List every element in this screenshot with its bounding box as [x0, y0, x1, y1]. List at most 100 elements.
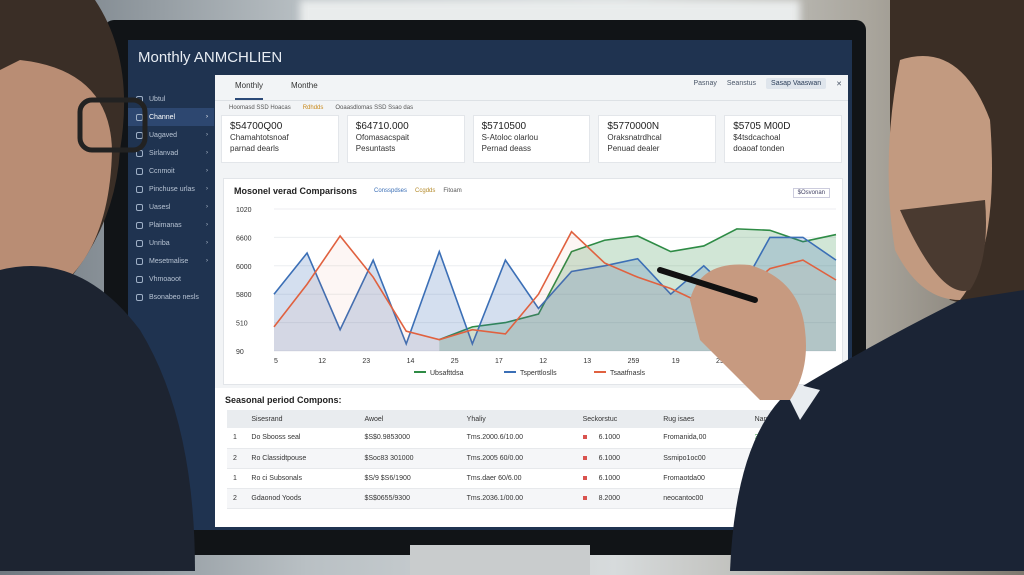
kpi-sub: Pernad deass: [481, 144, 531, 153]
status-dot: [582, 475, 587, 480]
chevron-icon: ›: [206, 204, 208, 210]
kpi-sub: Pesuntasts: [355, 144, 396, 153]
primary-button[interactable]: Sasap Vaaswan: [766, 78, 827, 89]
table-cell: Tms.2036.1/00.00: [460, 488, 577, 509]
kpi-card[interactable]: $5770000N Oraksnatrdhcal Penuad dealer: [598, 115, 717, 163]
column-header[interactable]: [227, 410, 246, 428]
tab-monthe[interactable]: Monthe: [291, 81, 318, 90]
y-tick-label: 5800: [236, 292, 252, 299]
close-icon[interactable]: ✕: [836, 80, 842, 88]
kpi-card[interactable]: $54700Q00 Chamahtotsnoaf parnad dearls: [221, 115, 339, 163]
kpi-label: $4tsdcachoal: [733, 133, 781, 142]
legend-label: Tsperttloslls: [520, 370, 557, 377]
sidebar-item[interactable]: Ccnmoit ›: [128, 162, 214, 180]
sidebar: Ubtul Channel › Uagaved › Sirlanvad › Ccnmoit › P…: [128, 90, 214, 306]
chevron-icon: ›: [206, 222, 208, 228]
x-tick-label: 19: [672, 358, 680, 365]
topbar-link[interactable]: Pasnay: [693, 80, 717, 87]
kpi-card[interactable]: $5705 M00D $4tsdcachoal doaoaf tonden: [724, 115, 842, 163]
menu-icon: [136, 221, 143, 229]
x-tick-label: 259: [628, 358, 640, 365]
table-cell: 6.1000: [576, 468, 658, 489]
chevron-icon: ›: [206, 132, 208, 138]
column-header[interactable]: Rug isaes: [657, 410, 749, 428]
sidebar-item-label: Sirlanvad: [149, 149, 179, 157]
menu-icon: [136, 293, 143, 301]
sidebar-item-label: Plaimanas: [149, 221, 182, 229]
column-header[interactable]: Sisesrand: [245, 410, 359, 428]
kpi-sub: Penuad dealer: [607, 144, 660, 153]
left-person: [0, 0, 195, 571]
y-tick-label: 510: [236, 321, 248, 328]
table-cell: Do Sbooss seal: [245, 428, 359, 449]
table-title: Seasonal period Compons:: [225, 395, 342, 405]
tab-monthly[interactable]: Monthly: [235, 81, 264, 100]
kpi-sub: doaoaf tonden: [733, 144, 785, 153]
sidebar-item[interactable]: Uasesl ›: [128, 198, 214, 216]
table-cell: neocantoc00: [657, 488, 749, 509]
column-header[interactable]: Awoel: [358, 410, 461, 428]
sidebar-item-label: Channel: [149, 113, 176, 121]
chevron-icon: ›: [206, 258, 208, 264]
sidebar-item[interactable]: Unriba ›: [128, 234, 214, 252]
sidebar-item-label: Ccnmoit: [149, 167, 175, 175]
topbar-link[interactable]: Seanstus: [726, 80, 757, 87]
chevron-icon: ›: [206, 168, 208, 174]
table-cell: Fromaotda00: [657, 468, 749, 489]
chart-title: Mosonel verad Comparisons: [234, 186, 358, 196]
menu-icon: [136, 167, 143, 175]
table-cell: Tms.daer 60/6.00: [460, 468, 577, 489]
kpi-card[interactable]: $5710500 S-Atoloc olarlou Pernad deass: [472, 115, 591, 163]
filter[interactable]: Rdhdds: [302, 105, 324, 111]
sidebar-item[interactable]: Bsonabeo nesls: [128, 288, 214, 306]
table-cell: 6.1000: [576, 428, 658, 449]
topbar: Pasnay Seanstus Sasap Vaaswan ✕: [693, 78, 842, 89]
filter[interactable]: Ooaasdlomas SSD Ssao das: [335, 105, 414, 111]
table-cell: Ssmipo1oc00: [657, 448, 749, 469]
x-tick-label: 14: [407, 358, 415, 365]
table-cell: 6.1000: [576, 448, 658, 469]
kpi-sub: parnad dearls: [230, 144, 279, 153]
sidebar-item[interactable]: Pinchuse urlas ›: [128, 180, 214, 198]
kpi-card[interactable]: $64710.000 Ofomasacspait Pesuntasts: [346, 115, 465, 163]
cell-text: 6.1000: [598, 434, 621, 442]
table-cell: 2: [227, 488, 246, 509]
table-cell: $S/9 $S6/1900: [358, 468, 461, 489]
legend-label: Ubsafttdsa: [430, 370, 464, 377]
sidebar-item[interactable]: Mesetmalise ›: [128, 252, 214, 270]
chevron-icon: ›: [206, 186, 208, 192]
sidebar-item[interactable]: Vhmoaoot: [128, 270, 214, 288]
sidebar-item-label: Vhmoaoot: [149, 275, 181, 283]
table-cell: 2: [227, 448, 246, 469]
table-cell: 1: [227, 428, 246, 449]
kpi-label: S-Atoloc olarlou: [481, 133, 539, 142]
cell-text: 6.1000: [598, 474, 621, 482]
chevron-icon: ›: [206, 150, 208, 156]
column-header[interactable]: Seckorstuc: [576, 410, 658, 428]
tabs: Monthly Monthe: [215, 75, 848, 101]
chevron-icon: ›: [206, 240, 208, 246]
sidebar-item-label: Pinchuse urlas: [149, 185, 195, 193]
kpi-value: $5710500: [481, 121, 527, 132]
table-row[interactable]: 2 Ro Classidtpouse $Soc83 301000 Tms.2005 6…: [227, 448, 827, 469]
cell-text: 8.2000: [598, 494, 621, 502]
kpi-cards: $54700Q00 Chamahtotsnoaf parnad dearls $647…: [215, 115, 848, 163]
legend-entry: Consspdses: [374, 188, 408, 194]
x-tick-label: 12: [539, 358, 547, 365]
kpi-value: $5705 M00D: [733, 121, 791, 132]
menu-icon: [136, 203, 143, 211]
kpi-label: Chamahtotsnoaf: [230, 133, 289, 142]
filter[interactable]: Hoomasd SSD Hoacas: [229, 105, 291, 111]
status-dot: [582, 435, 587, 440]
sidebar-item[interactable]: Plaimanas ›: [128, 216, 214, 234]
column-header[interactable]: Yhaliy: [460, 410, 577, 428]
sidebar-item-label: Uasesl: [149, 203, 171, 211]
x-tick-label: 13: [583, 358, 591, 365]
y-tick-label: 6600: [236, 235, 252, 242]
sidebar-item-label: Mesetmalise: [149, 257, 189, 265]
chart-option-button[interactable]: $Osvonan: [792, 188, 830, 198]
status-dot: [582, 495, 587, 500]
x-tick-label: 12: [318, 358, 326, 365]
legend-entry: Ccgdds: [415, 188, 436, 194]
y-tick-label: 1020: [236, 207, 252, 214]
